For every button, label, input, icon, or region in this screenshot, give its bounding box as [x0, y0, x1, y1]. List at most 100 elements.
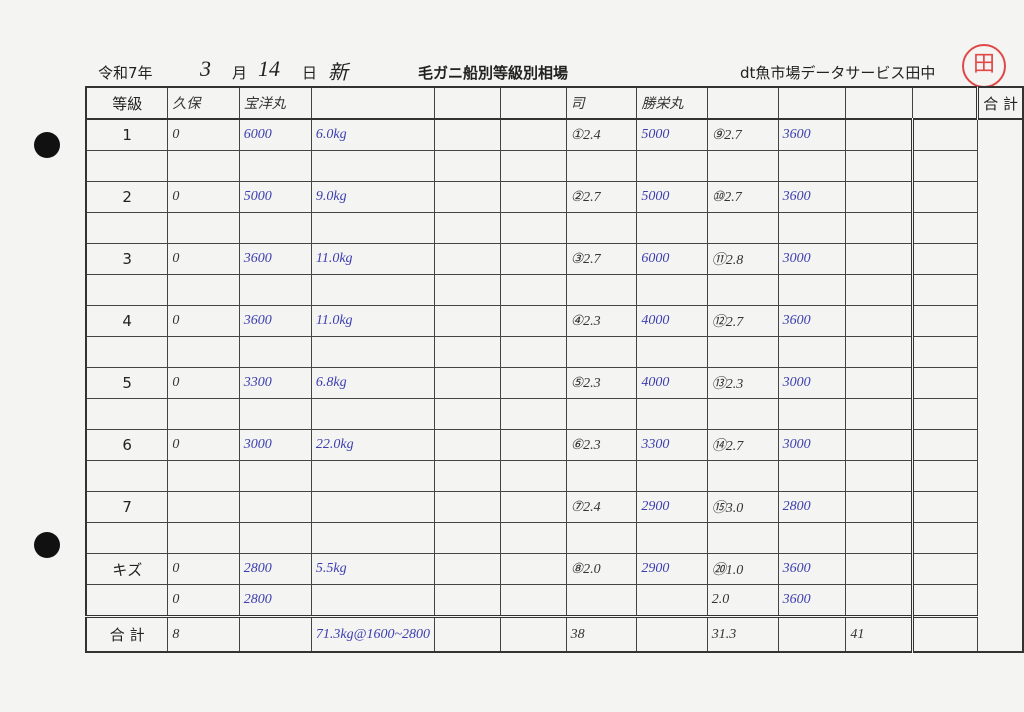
table-cell: 22.0kg	[310, 429, 436, 461]
table-cell	[910, 150, 979, 182]
table-cell: ⑬2.3	[706, 367, 779, 399]
table-cell: 4000	[636, 367, 708, 399]
table-cell: 2900	[636, 553, 708, 585]
table-cell	[910, 212, 979, 244]
total-cell	[238, 615, 312, 653]
table-cell	[636, 150, 708, 182]
table-cell: 11.0kg	[310, 305, 436, 337]
table-row: 2 0 5000 9.0kg ②2.7 5000 ⑩2.7 3600	[85, 181, 1023, 213]
table-cell	[238, 491, 312, 523]
table-cell	[238, 522, 312, 554]
table-cell	[777, 336, 847, 368]
table-cell	[565, 150, 638, 182]
grade-cell: キズ	[85, 553, 169, 585]
grade-cell: 7	[85, 491, 169, 523]
grade-cell: 4	[85, 305, 169, 337]
table-cell	[310, 212, 436, 244]
page-title: 毛ガニ船別等級別相場	[418, 64, 569, 82]
day-value: 14	[258, 56, 280, 81]
grade-cell: 3	[85, 243, 169, 275]
table-cell	[777, 150, 847, 182]
table-cell	[434, 336, 502, 368]
table-cell	[706, 522, 779, 554]
table-cell	[565, 460, 638, 492]
table-cell	[845, 584, 913, 617]
column-header	[706, 86, 779, 120]
punch-hole	[34, 532, 60, 558]
table-cell	[167, 212, 240, 244]
table-cell: ⑨2.7	[706, 118, 779, 151]
table-cell: ⑧2.0	[565, 553, 638, 585]
table-cell: 5000	[636, 118, 708, 151]
table-cell	[845, 553, 913, 585]
column-header: 司	[565, 86, 638, 120]
table-cell	[777, 274, 847, 306]
table-cell	[167, 522, 240, 554]
table-cell	[500, 181, 567, 213]
table-cell	[706, 336, 779, 368]
table-cell	[310, 522, 436, 554]
table-cell	[706, 274, 779, 306]
grade-header: 等級	[85, 86, 169, 120]
table-cell: ①2.4	[565, 118, 638, 151]
table-cell	[636, 212, 708, 244]
table-cell	[434, 118, 502, 151]
table-cell	[910, 553, 979, 585]
table-cell	[500, 305, 567, 337]
day-label: 日	[302, 64, 318, 82]
table-row: 4 0 3600 11.0kg ④2.3 4000 ⑫2.7 3600	[85, 305, 1023, 337]
table-cell	[777, 522, 847, 554]
table-cell	[910, 181, 979, 213]
total-header: 合 計	[976, 86, 1024, 120]
table-row: 6 0 3000 22.0kg ⑥2.3 3300 ⑭2.7 3000	[85, 429, 1023, 461]
table-cell	[434, 584, 502, 617]
table-cell	[434, 460, 502, 492]
table-row	[85, 336, 1023, 368]
table-cell: 3600	[238, 305, 312, 337]
total-row: 合 計 8 71.3kg@1600~2800 38 31.3 41	[85, 615, 1023, 653]
table-cell	[434, 212, 502, 244]
table-cell	[167, 274, 240, 306]
grade-cell: 1	[85, 118, 169, 151]
total-cell: 31.3	[706, 615, 779, 653]
table-cell: 3300	[238, 367, 312, 399]
table-cell	[434, 274, 502, 306]
table-row	[85, 212, 1023, 244]
table-cell	[310, 491, 436, 523]
table-cell	[310, 584, 436, 617]
table-cell	[565, 274, 638, 306]
table-cell	[706, 398, 779, 430]
table-cell	[167, 460, 240, 492]
punch-hole	[34, 132, 60, 158]
table-cell	[706, 460, 779, 492]
table-cell: 9.0kg	[310, 181, 436, 213]
table-cell: 0	[167, 429, 240, 461]
table-cell: 0	[167, 584, 240, 617]
table-cell	[500, 367, 567, 399]
table-cell	[910, 584, 979, 617]
table-cell	[310, 150, 436, 182]
table-row: キズ 0 2800 5.5kg ⑧2.0 2900 ⑳1.0 3600	[85, 553, 1023, 585]
total-label: 合 計	[85, 615, 169, 653]
column-header	[310, 86, 436, 120]
table-cell: 3300	[636, 429, 708, 461]
price-table: 等級 久保 宝洋丸司勝栄丸合 計 1 0 6000 6.0kg ①2.4 5000 ⑨2.7 360…	[85, 86, 1024, 653]
table-cell: 3000	[777, 367, 847, 399]
table-cell	[500, 336, 567, 368]
table-cell: ⑫2.7	[706, 305, 779, 337]
table-cell	[910, 398, 979, 430]
table-cell	[845, 212, 913, 244]
table-cell: 0	[167, 181, 240, 213]
table-cell: ⑤2.3	[565, 367, 638, 399]
column-header	[500, 86, 567, 120]
table-cell	[238, 212, 312, 244]
table-cell	[910, 367, 979, 399]
table-cell	[777, 212, 847, 244]
column-header	[434, 86, 502, 120]
table-cell	[910, 522, 979, 554]
table-cell	[777, 398, 847, 430]
table-cell: 2.0	[706, 584, 779, 617]
table-cell	[845, 367, 913, 399]
total-cell	[910, 615, 979, 653]
column-header: 勝栄丸	[636, 86, 708, 120]
